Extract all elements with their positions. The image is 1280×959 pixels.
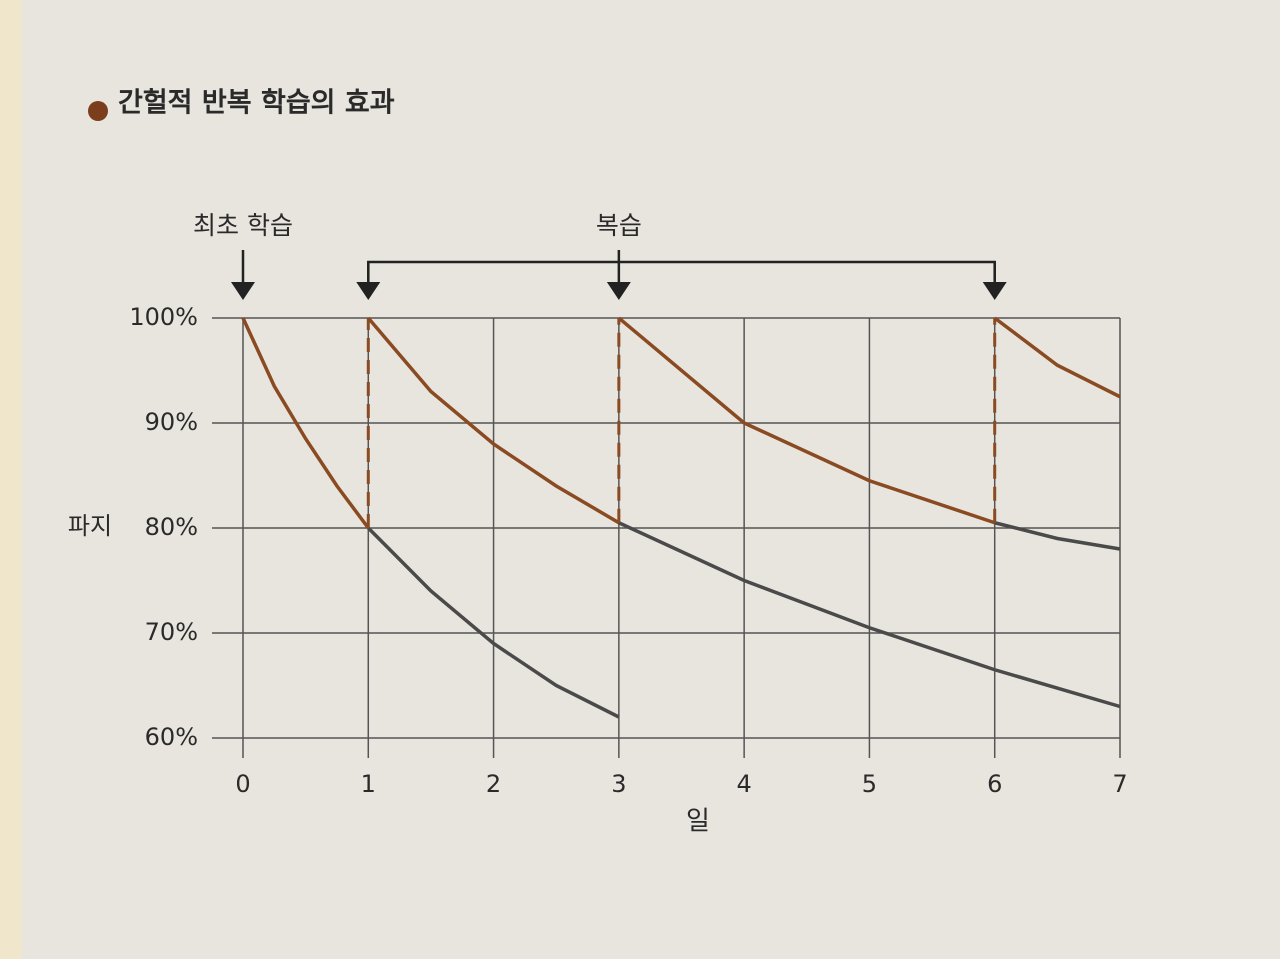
x-tick-label: 0 <box>235 770 250 798</box>
retention-curve <box>241 317 370 530</box>
arrow-head <box>231 282 255 300</box>
retention-curve <box>367 526 620 719</box>
y-tick-label: 60% <box>145 723 198 751</box>
title-bullet <box>88 101 108 121</box>
x-tick-label: 6 <box>987 770 1002 798</box>
x-tick-label: 3 <box>611 770 626 798</box>
retention-curve <box>618 521 1121 709</box>
annotation: 최초 학습 <box>193 211 293 240</box>
y-tick-label: 70% <box>145 618 198 646</box>
retention-curve <box>617 316 996 525</box>
y-axis-label: 파지 <box>68 512 112 540</box>
y-tick-label: 100% <box>129 303 198 331</box>
retention-curve <box>366 316 620 525</box>
retention-curve <box>993 316 1121 399</box>
arrow-head <box>356 282 381 300</box>
x-tick-label: 7 <box>1112 770 1127 798</box>
x-axis-label: 일 <box>686 807 710 837</box>
y-tick-label: 80% <box>145 513 198 541</box>
y-tick-label: 90% <box>145 408 198 436</box>
retention-curve <box>994 521 1121 551</box>
chart-title: 간헐적 반복 학습의 효과 <box>118 88 395 119</box>
x-tick-label: 1 <box>361 770 376 798</box>
arrow-head <box>982 282 1007 300</box>
page-edge <box>0 0 22 959</box>
annotation: 복습 <box>596 211 642 240</box>
arrow-head <box>606 282 631 300</box>
x-tick-label: 4 <box>737 770 752 798</box>
x-tick-label: 5 <box>862 770 877 798</box>
x-tick-label: 2 <box>486 770 501 798</box>
